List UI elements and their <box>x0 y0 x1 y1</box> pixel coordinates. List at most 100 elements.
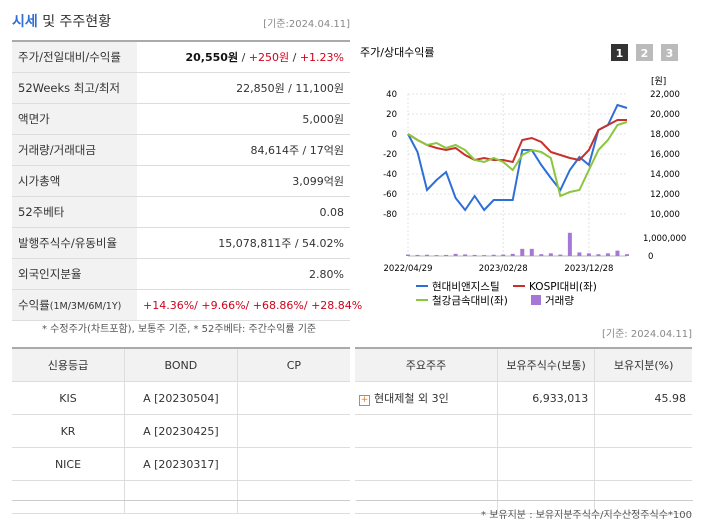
cell: NICE <box>12 447 125 481</box>
cell <box>496 447 596 481</box>
title-rest: 및 주주현황 <box>42 14 112 30</box>
cell: A [20230504] <box>124 381 238 415</box>
cell: KIS <box>12 381 125 415</box>
value-cell: 0.08 <box>137 196 350 228</box>
row <box>12 480 350 514</box>
title: 시세 및 주주현황 <box>12 11 111 31</box>
x-tick-label: 2023/02/28 <box>479 264 528 274</box>
label-cell: 거래량/거래대금 <box>12 134 137 166</box>
y-tick-label: -80 <box>383 210 397 220</box>
plus-icon: + <box>359 395 370 406</box>
volume-bar <box>520 248 525 256</box>
row <box>355 414 692 448</box>
volume-bar <box>529 248 534 256</box>
volume-bar <box>472 254 477 256</box>
cell <box>12 480 125 514</box>
date: [기준:2024.04.11] <box>263 19 350 30</box>
label-cell: 주가/전일대비/수익률 <box>12 41 137 73</box>
tab-label[interactable]: 1 <box>616 47 624 60</box>
cell <box>594 480 692 514</box>
y-tick-label: 0 <box>392 130 397 140</box>
row: NICE A [20230317] <box>12 447 350 481</box>
row: + 현대제철 외 3인 6,933,013 45.98 <box>355 381 692 415</box>
y2-tick-label: 12,000 <box>650 190 680 200</box>
row: 발행주식수/유동비율 15,078,811주 / 54.02% <box>12 227 350 259</box>
line <box>407 119 627 164</box>
volume-bar <box>567 232 572 256</box>
label-cell: 52Weeks 최고/최저 <box>12 72 137 104</box>
y2-tick-label: 14,000 <box>650 170 680 180</box>
chart: 주가/상대수익률 1 2 3 [원] 40 20 0 -20 -40 -60 -80 22,000 20,… <box>360 44 686 307</box>
note: * 보유지분 : 보유지분주식수/지수산정주식수*100 <box>481 510 692 521</box>
cell <box>236 480 350 514</box>
unit: [원] <box>651 76 666 87</box>
row: KIS A [20230504] <box>12 381 350 415</box>
value-cell: 84,614주 / 17억원 <box>137 134 350 166</box>
value: 5,000원 <box>302 113 344 126</box>
date: [기준: 2024.04.11] <box>601 329 692 340</box>
note: * 수정주가(차트포함), 보통주 기준, * 52주베타: 주간수익률 기준 <box>42 324 317 335</box>
label-cell: 발행주식수/유동비율 <box>12 227 137 259</box>
y-tick-label: -40 <box>383 170 397 180</box>
title-main: 시세 <box>12 14 38 30</box>
value-cell: 2.80% <box>137 258 350 290</box>
cell <box>124 480 238 514</box>
row <box>355 447 692 481</box>
legend-label: 철강금속대비(좌) <box>432 295 508 307</box>
value: 0.08 <box>319 205 345 219</box>
volume-bar <box>425 254 430 256</box>
summary-table: 주가/전일대비/수익률 20,550원 / +250원 / +1.23% 52Wee… <box>12 40 362 321</box>
tab-button[interactable] <box>661 44 678 61</box>
header: 보유주식수(보통) <box>496 347 596 382</box>
label-cell: 52주베타 <box>12 196 137 228</box>
legend-label: KOSPI대비(좌) <box>529 281 597 293</box>
tab-button[interactable] <box>611 44 628 61</box>
volume-bar <box>491 254 496 256</box>
tab-label[interactable]: 2 <box>641 47 649 60</box>
row: 액면가 5,000원 <box>12 103 350 135</box>
row: 52Weeks 최고/최저 22,850원 / 11,100원 <box>12 72 350 104</box>
label: 52주베타 <box>18 205 65 219</box>
volume-bar <box>596 254 601 256</box>
value: 22,850원 / 11,100원 <box>236 82 344 95</box>
label-cell: 시가총액 <box>12 165 137 197</box>
text: 6,933,013 <box>532 391 589 405</box>
label: 외국인지분율 <box>18 267 82 281</box>
volume-bar <box>434 255 439 256</box>
label: 주가/전일대비/수익률 <box>18 50 121 64</box>
tab-label[interactable]: 3 <box>666 47 674 60</box>
volume-bar <box>501 254 506 256</box>
header: 주요주주 <box>355 347 498 382</box>
y3-tick-label: 1,000,000 <box>643 234 686 244</box>
legend-label: 현대비앤지스틸 <box>432 280 500 293</box>
cell: 45.98 <box>594 381 692 415</box>
holder-table: 주요주주 보유주식수(보통) 보유지분(%) + 현대제철 외 3인 6,933,013 4… <box>355 347 692 514</box>
x-tick-label: 2022/04/29 <box>384 264 433 274</box>
row: 주가/전일대비/수익률 20,550원 / +250원 / +1.23% <box>12 41 350 73</box>
value-cell: 22,850원 / 11,100원 <box>137 72 350 104</box>
cell: + 현대제철 외 3인 <box>355 381 498 415</box>
y2-tick-label: 16,000 <box>650 150 680 160</box>
cell <box>236 381 350 415</box>
tab-button[interactable] <box>636 44 653 61</box>
header: 보유지분(%) <box>594 347 692 382</box>
value: 20,550원 <box>185 51 239 64</box>
value: / <box>289 51 300 64</box>
y3-tick-label: 0 <box>648 252 653 262</box>
legend-swatch <box>531 295 541 305</box>
cell <box>355 447 498 481</box>
value: 3,099억원 <box>292 175 344 188</box>
label: 시가총액 <box>18 174 61 188</box>
cell <box>355 480 498 514</box>
value-cell: 15,078,811주 / 54.02% <box>137 227 350 259</box>
x-tick-label: 2023/12/28 <box>564 264 613 274</box>
volume-bar <box>463 254 468 256</box>
y-tick-label: 40 <box>386 90 397 100</box>
label: (1M/3M/6M/1Y) <box>49 301 122 312</box>
value-cell: 20,550원 / +250원 / +1.23% <box>137 41 350 73</box>
volume-bar <box>539 254 544 256</box>
cell: A [20230317] <box>124 447 238 481</box>
volume-bar <box>453 253 458 256</box>
value: 2.80% <box>309 267 344 281</box>
